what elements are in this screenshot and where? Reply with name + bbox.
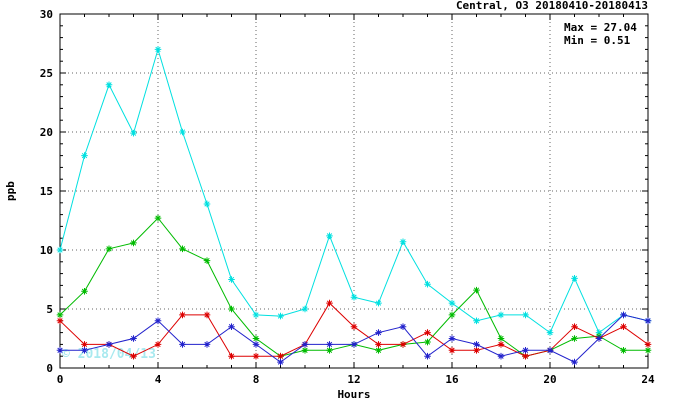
x-axis-tick-label: 8 — [253, 373, 260, 386]
x-axis-tick-label: 4 — [155, 373, 162, 386]
y-axis-title: ppb — [4, 181, 17, 201]
x-axis-tick-label: 20 — [543, 373, 556, 386]
x-axis-tick-label: 0 — [57, 373, 64, 386]
chart-title: Central, O3 20180410-20180413 — [456, 0, 648, 12]
y-axis-tick-label: 10 — [40, 244, 53, 257]
y-axis-tick-label: 20 — [40, 126, 53, 139]
max-value-label: Max = 27.04 — [564, 21, 637, 34]
series-markers-4 — [56, 311, 652, 366]
min-value-label: Min = 0.51 — [564, 34, 631, 47]
y-axis-tick-label: 0 — [46, 362, 53, 375]
x-axis-tick-label: 24 — [641, 373, 655, 386]
y-axis-tick-label: 25 — [40, 67, 53, 80]
y-axis-tick-label: 15 — [40, 185, 53, 198]
plot-border — [59, 13, 649, 369]
x-axis-title: Hours — [337, 388, 370, 401]
x-axis-tick-label: 12 — [347, 373, 360, 386]
watermark: © 2018/04/13 — [62, 347, 156, 362]
series-markers-1 — [56, 46, 652, 336]
series-markers-2 — [56, 214, 652, 360]
y-axis-tick-label: 5 — [46, 303, 53, 316]
x-axis-tick-label: 16 — [445, 373, 459, 386]
y-axis-tick-label: 30 — [40, 8, 53, 21]
